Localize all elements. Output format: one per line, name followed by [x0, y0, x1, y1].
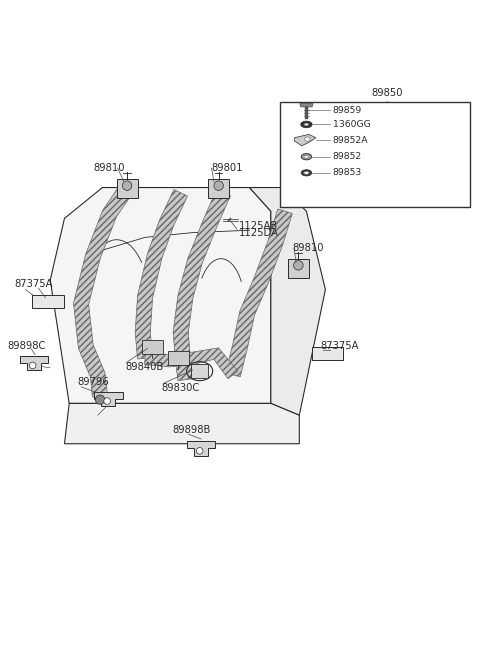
Ellipse shape	[304, 172, 309, 174]
Bar	[191, 364, 208, 379]
Text: 89810: 89810	[93, 163, 124, 173]
Polygon shape	[73, 189, 130, 397]
Bar	[32, 295, 63, 308]
Polygon shape	[50, 187, 271, 403]
Text: 1125AB: 1125AB	[239, 221, 278, 231]
Polygon shape	[135, 189, 188, 359]
Text: 89840B: 89840B	[125, 362, 163, 372]
Text: 1360GG: 1360GG	[333, 120, 370, 129]
Circle shape	[214, 181, 223, 191]
Circle shape	[104, 398, 110, 404]
Circle shape	[294, 261, 303, 270]
Text: 89852: 89852	[333, 152, 362, 161]
Polygon shape	[144, 348, 238, 379]
Text: 89810: 89810	[292, 243, 324, 253]
Polygon shape	[20, 356, 48, 370]
Bar	[142, 341, 163, 354]
Text: 89852A: 89852A	[333, 136, 368, 145]
Ellipse shape	[304, 137, 310, 141]
Polygon shape	[250, 187, 325, 415]
Text: 89796: 89796	[78, 377, 109, 387]
Polygon shape	[295, 134, 316, 146]
Text: 89898B: 89898B	[173, 424, 211, 434]
Polygon shape	[64, 403, 300, 443]
Bar	[168, 351, 189, 364]
Text: 89853: 89853	[333, 168, 362, 178]
Text: 89830C: 89830C	[162, 383, 200, 393]
Text: 89898C: 89898C	[8, 341, 46, 352]
Ellipse shape	[304, 123, 309, 126]
Text: 1125DA: 1125DA	[239, 227, 279, 238]
Bar	[288, 259, 309, 278]
Text: 87375A: 87375A	[321, 341, 359, 350]
Ellipse shape	[301, 154, 312, 160]
Text: 89801: 89801	[212, 163, 243, 173]
Bar	[117, 179, 137, 198]
Bar	[280, 102, 470, 206]
Text: 89850: 89850	[372, 88, 403, 98]
Ellipse shape	[301, 170, 312, 176]
Circle shape	[122, 181, 132, 191]
Circle shape	[29, 362, 36, 369]
Ellipse shape	[301, 121, 312, 128]
Circle shape	[96, 395, 105, 404]
Ellipse shape	[304, 155, 309, 158]
Polygon shape	[95, 392, 123, 406]
Bar	[208, 179, 229, 198]
Polygon shape	[300, 103, 313, 107]
Polygon shape	[173, 190, 230, 381]
Text: 89859: 89859	[333, 105, 362, 115]
Polygon shape	[187, 441, 216, 456]
Text: 87375A: 87375A	[14, 279, 53, 289]
Polygon shape	[226, 209, 292, 377]
Bar	[312, 347, 343, 360]
Circle shape	[196, 447, 203, 454]
